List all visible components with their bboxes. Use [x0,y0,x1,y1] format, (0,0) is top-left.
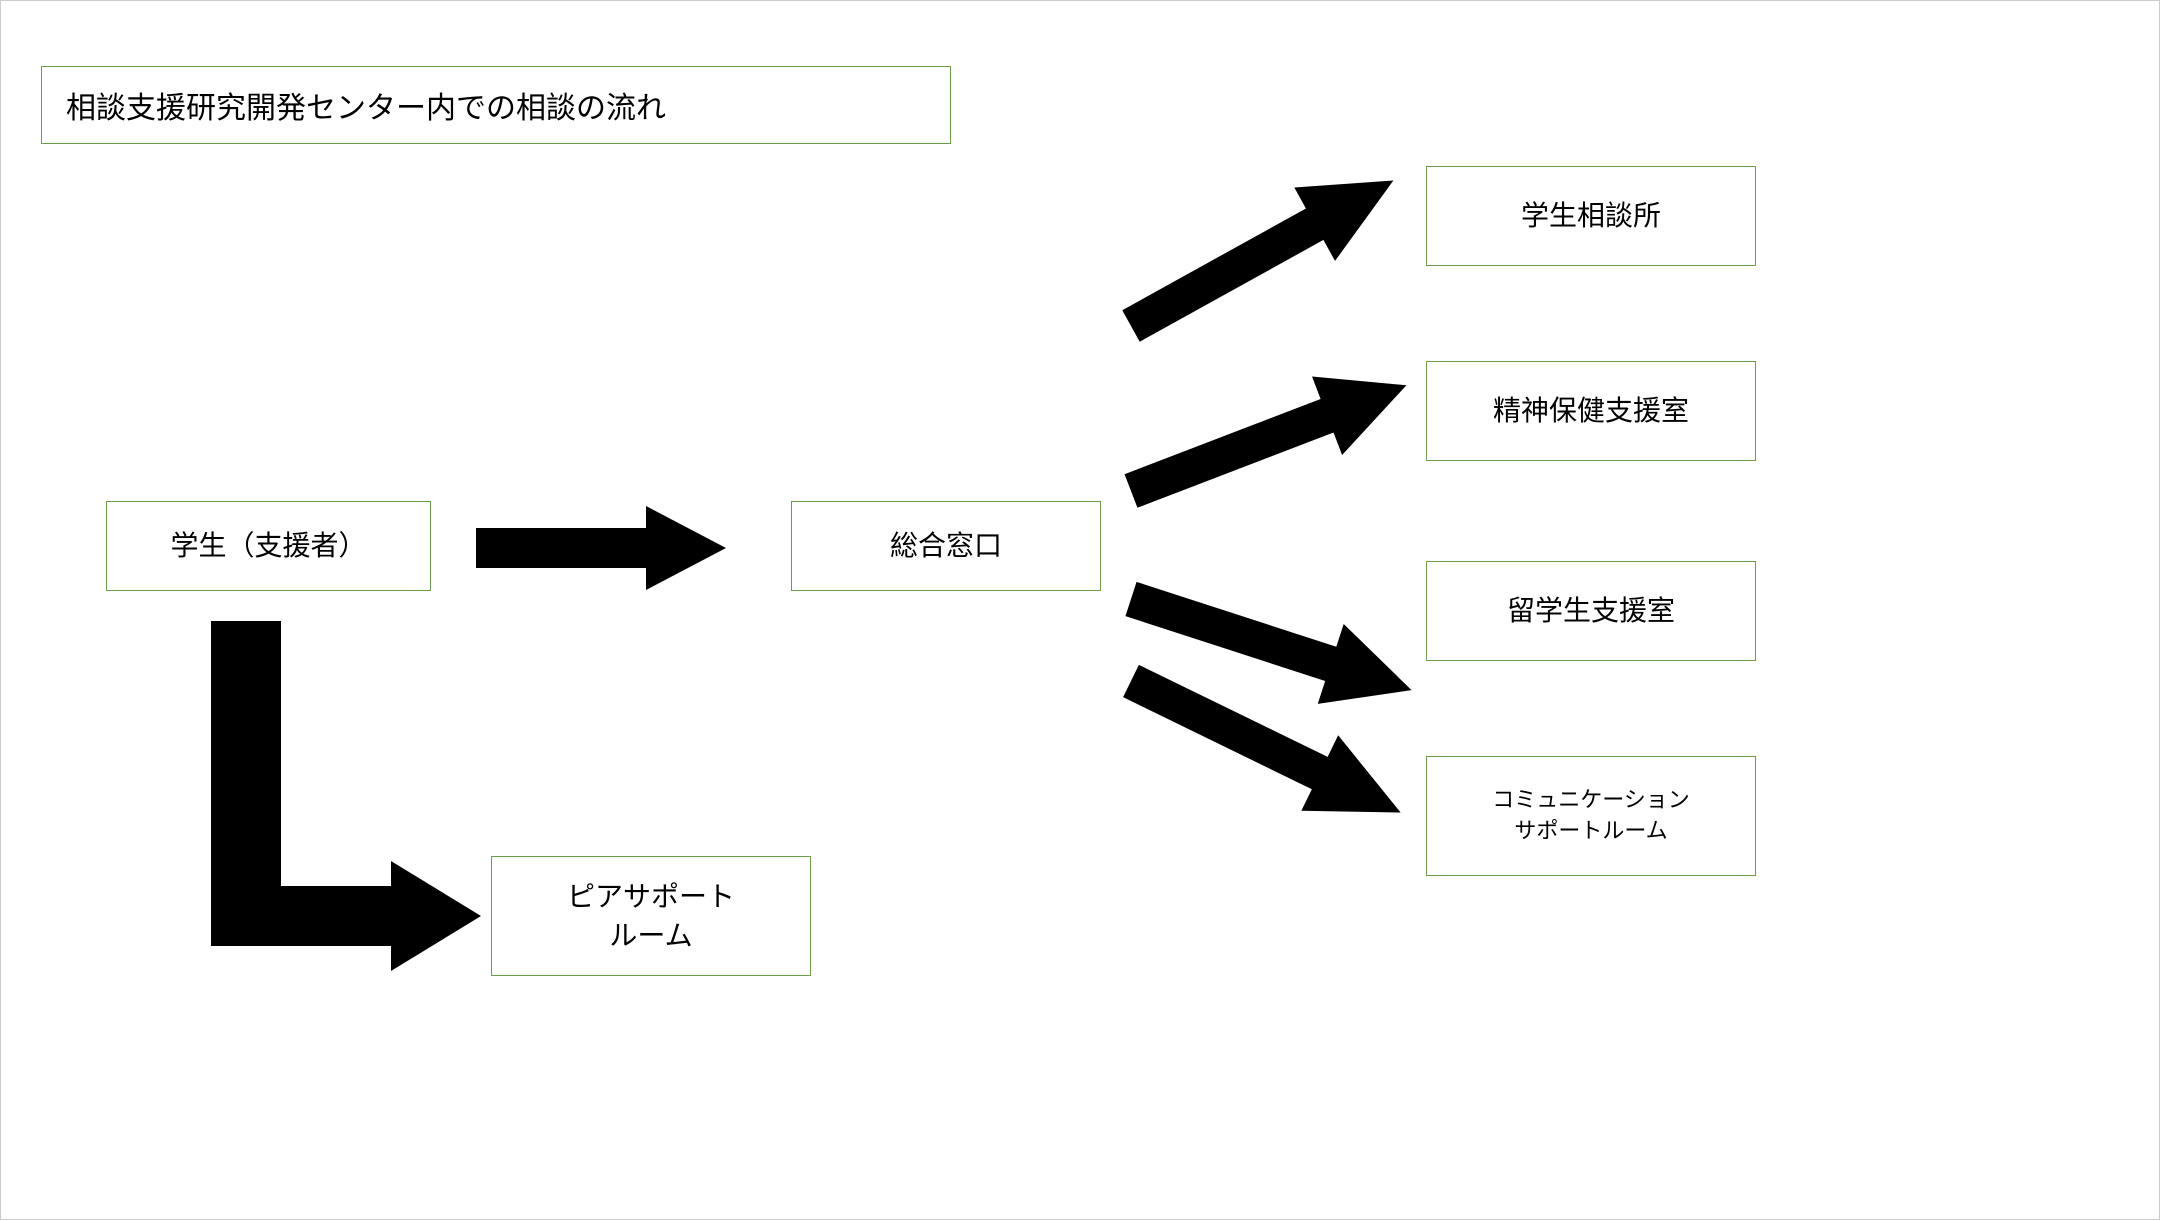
node-label: コミュニケーション サポートルーム [1492,785,1690,847]
arrow-student-to-peer [211,621,491,951]
diagram-title: 相談支援研究開発センター内での相談の流れ [41,66,951,144]
node-student: 学生（支援者） [106,501,431,591]
arrow-general-to-comm [1131,661,1421,851]
node-communication-support: コミュニケーション サポートルーム [1426,756,1756,876]
node-label: ピアサポート ルーム [567,877,735,955]
node-student-consultation: 学生相談所 [1426,166,1756,266]
arrow-general-to-mental [1131,371,1421,511]
arrow-student-to-general [476,506,736,596]
node-peer-support: ピアサポート ルーム [491,856,811,976]
node-label: 留学生支援室 [1507,591,1675,630]
node-label: 総合窓口 [890,526,1002,565]
node-mental-health: 精神保健支援室 [1426,361,1756,461]
node-label: 学生（支援者） [170,526,366,565]
node-label: 学生相談所 [1521,196,1661,235]
node-general-window: 総合窓口 [791,501,1101,591]
arrow-general-to-consult [1131,171,1421,351]
node-label: 精神保健支援室 [1493,391,1689,430]
node-international-student: 留学生支援室 [1426,561,1756,661]
